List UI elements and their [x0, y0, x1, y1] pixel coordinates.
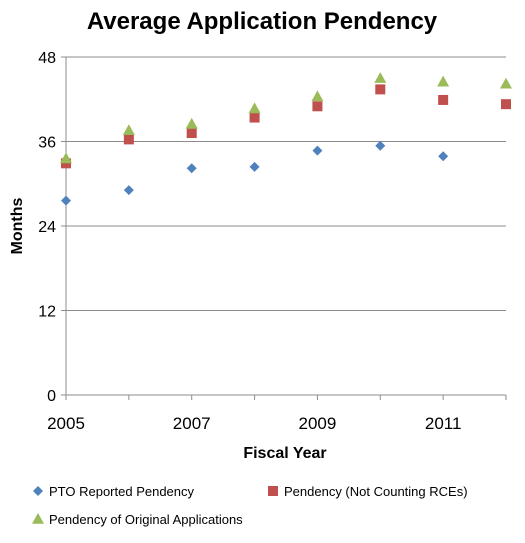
series-3-point-2010 [374, 72, 386, 83]
y-tick-label-24: 24 [38, 219, 56, 236]
legend: PTO Reported Pendency Pendency (Not Count… [32, 484, 468, 527]
x-tick-label-2005: 2005 [47, 414, 85, 433]
x-tick-label-2011: 2011 [425, 414, 462, 433]
series-3-point-2005 [60, 152, 72, 163]
series-2-point-2010 [375, 84, 385, 94]
legend-label-1: PTO Reported Pendency [49, 484, 195, 499]
x-tick-label-2007: 2007 [173, 414, 211, 433]
x-axis-title: Fiscal Year [243, 445, 326, 462]
data-marks-layer [60, 72, 512, 206]
series-3-point-2011 [437, 76, 449, 87]
series-3-point-2006 [123, 124, 135, 135]
series-2-point-2009 [312, 101, 322, 111]
legend-marker-2 [268, 486, 278, 496]
series-1-point-2007 [187, 163, 197, 173]
series-2-point-2006 [124, 134, 134, 144]
series-3-point-2009 [311, 90, 323, 101]
series-2-point-2012 [501, 99, 511, 109]
chart-title: Average Application Pendency [87, 8, 438, 35]
axis-layer [61, 57, 506, 400]
y-axis-title: Months [9, 197, 26, 254]
legend-marker-1 [33, 486, 43, 496]
legend-label-3: Pendency of Original Applications [49, 512, 243, 527]
series-3-point-2007 [186, 118, 198, 129]
series-2-point-2007 [187, 128, 197, 138]
series-1-point-2009 [312, 146, 322, 156]
series-3-point-2012 [500, 78, 512, 89]
tick-label-layer: 0 12 24 36 48 2005 2007 2009 2011 [38, 50, 461, 433]
legend-marker-3 [32, 513, 44, 524]
y-tick-label-0: 0 [47, 388, 56, 405]
legend-label-2: Pendency (Not Counting RCEs) [284, 484, 468, 499]
y-tick-label-36: 36 [38, 135, 56, 152]
x-tick-label-2009: 2009 [299, 414, 337, 433]
series-3-point-2008 [249, 102, 261, 113]
series-1-point-2005 [61, 196, 71, 206]
series-1-point-2008 [250, 162, 260, 172]
series-2-point-2011 [438, 95, 448, 105]
y-tick-label-12: 12 [38, 304, 56, 321]
series-1-point-2011 [438, 151, 448, 161]
y-tick-label-48: 48 [38, 50, 56, 67]
series-2-point-2008 [250, 113, 260, 123]
series-1-point-2010 [375, 141, 385, 151]
series-1-point-2006 [124, 185, 134, 195]
